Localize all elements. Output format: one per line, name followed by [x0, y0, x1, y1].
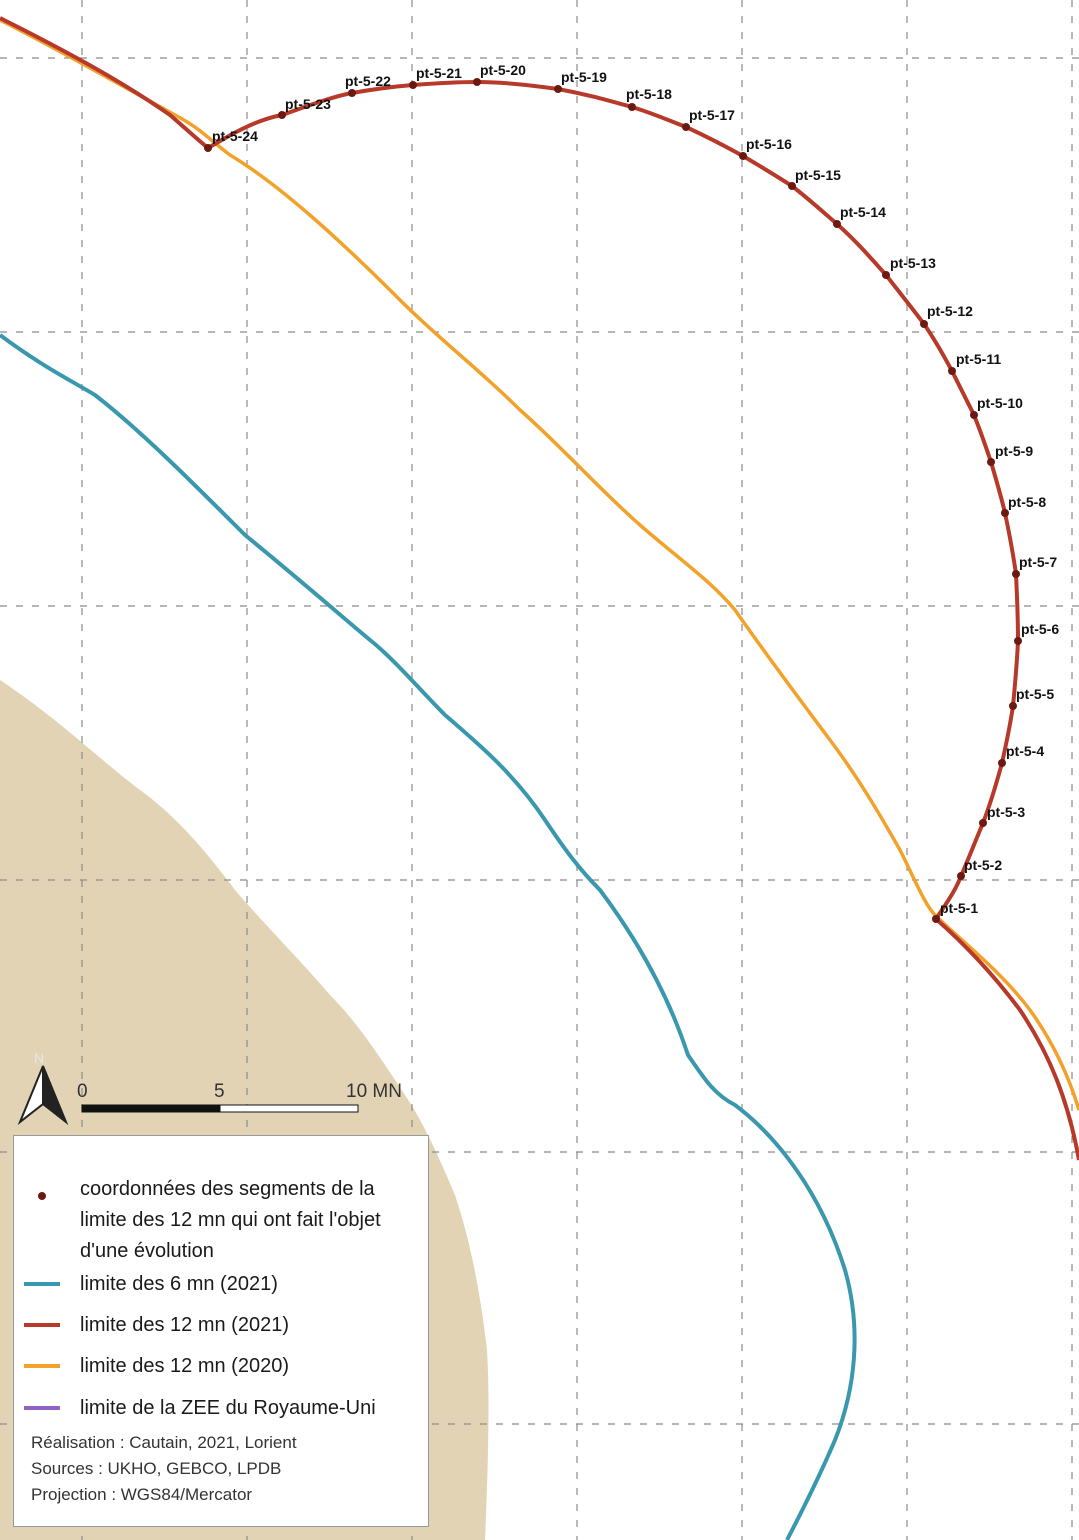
segment-label-pt-5-10: pt-5-10: [977, 395, 1023, 411]
segment-point-pt-5-15: [788, 182, 796, 190]
segment-label-pt-5-17: pt-5-17: [689, 107, 735, 123]
segment-label-pt-5-8: pt-5-8: [1008, 494, 1046, 510]
segment-point-pt-5-10: [970, 411, 978, 419]
segment-label-pt-5-24: pt-5-24: [212, 128, 258, 144]
north-arrow-icon: N: [17, 1050, 69, 1126]
segment-label-pt-5-9: pt-5-9: [995, 443, 1033, 459]
legend-label: limite des 6 mn (2021): [80, 1273, 278, 1295]
legend-line-symbol: [24, 1364, 60, 1368]
credit-projection: Projection : WGS84/Mercator: [31, 1485, 253, 1504]
legend-item-12mn-2021: limite des 12 mn (2021): [14, 1310, 289, 1340]
segment-label-pt-5-23: pt-5-23: [285, 96, 331, 112]
scale-label-5: 5: [214, 1081, 225, 1102]
segment-label-pt-5-6: pt-5-6: [1021, 621, 1059, 637]
limit-12mn-2020-line: [0, 18, 1079, 1111]
segment-point-pt-5-3: [979, 819, 987, 827]
legend-item-12mn-2020: limite des 12 mn (2020): [14, 1351, 289, 1381]
scale-bar: 0 5 10 MN: [77, 1081, 402, 1113]
legend-label: limite des 12 mn (2021): [80, 1314, 289, 1336]
legend-label: coordonnées des segments de la limite de…: [80, 1178, 381, 1262]
segment-point-pt-5-7: [1012, 570, 1020, 578]
legend-line-symbol: [24, 1323, 60, 1327]
segment-point-pt-5-21: [409, 81, 417, 89]
legend-item-6mn-2021: limite des 6 mn (2021): [14, 1269, 278, 1299]
legend-label: limite de la ZEE du Royaume-Uni: [80, 1397, 376, 1419]
credit-sources: Sources : UKHO, GEBCO, LPDB: [31, 1459, 282, 1478]
segment-label-pt-5-22: pt-5-22: [345, 73, 391, 89]
segment-point-pt-5-6: [1014, 637, 1022, 645]
segment-label-pt-5-18: pt-5-18: [626, 86, 672, 102]
segment-point-pt-5-17: [682, 123, 690, 131]
segment-point-pt-5-5: [1009, 702, 1017, 710]
segment-label-pt-5-2: pt-5-2: [964, 857, 1002, 873]
legend-label: limite des 12 mn (2020): [80, 1355, 289, 1377]
segment-point-pt-5-8: [1001, 509, 1009, 517]
north-label: N: [34, 1050, 44, 1066]
segment-label-pt-5-15: pt-5-15: [795, 167, 841, 183]
segment-label-pt-5-12: pt-5-12: [927, 303, 973, 319]
limit-6mn-2021-line: [0, 333, 857, 1540]
legend: coordonnées des segments de la limite de…: [13, 1135, 429, 1527]
credit-realisation: Réalisation : Cautain, 2021, Lorient: [31, 1433, 297, 1452]
segment-point-pt-5-4: [998, 759, 1006, 767]
segment-label-pt-5-16: pt-5-16: [746, 136, 792, 152]
legend-item-segment-points: coordonnées des segments de la limite de…: [14, 1174, 415, 1267]
legend-line-symbol: [24, 1282, 60, 1286]
segment-label-pt-5-3: pt-5-3: [987, 804, 1025, 820]
segment-label-pt-5-1: pt-5-1: [940, 900, 978, 916]
segment-point-pt-5-16: [739, 152, 747, 160]
segment-point-pt-5-24: [204, 144, 212, 152]
segment-point-pt-5-22: [348, 89, 356, 97]
scale-label-0: 0: [77, 1081, 88, 1102]
segment-point-pt-5-1: [932, 915, 940, 923]
segment-point-pt-5-2: [957, 872, 965, 880]
segment-label-pt-5-20: pt-5-20: [480, 62, 526, 78]
segment-point-pt-5-11: [948, 367, 956, 375]
segment-label-pt-5-19: pt-5-19: [561, 69, 607, 85]
segment-points-layer: [204, 78, 1022, 923]
segment-label-pt-5-7: pt-5-7: [1019, 554, 1057, 570]
segment-label-pt-5-4: pt-5-4: [1006, 743, 1044, 759]
segment-labels-layer: pt-5-1 pt-5-2 pt-5-3 pt-5-4 pt-5-5 pt-5-6 pt-5…: [212, 62, 1059, 916]
legend-dot-symbol: [24, 1192, 60, 1200]
segment-label-pt-5-13: pt-5-13: [890, 255, 936, 271]
segment-point-pt-5-14: [833, 220, 841, 228]
segment-point-pt-5-19: [554, 85, 562, 93]
segment-point-pt-5-18: [628, 103, 636, 111]
scale-label-10: 10 MN: [346, 1081, 402, 1102]
segment-label-pt-5-11: pt-5-11: [956, 351, 1001, 367]
legend-item-zee-uk: limite de la ZEE du Royaume-Uni: [14, 1393, 376, 1423]
segment-point-pt-5-9: [987, 458, 995, 466]
segment-label-pt-5-14: pt-5-14: [840, 204, 886, 220]
segment-point-pt-5-23: [278, 111, 286, 119]
legend-line-symbol: [24, 1406, 60, 1410]
segment-point-pt-5-13: [882, 271, 890, 279]
segment-point-pt-5-12: [920, 320, 928, 328]
segment-point-pt-5-20: [473, 78, 481, 86]
segment-label-pt-5-21: pt-5-21: [416, 65, 462, 81]
segment-label-pt-5-5: pt-5-5: [1016, 686, 1054, 702]
